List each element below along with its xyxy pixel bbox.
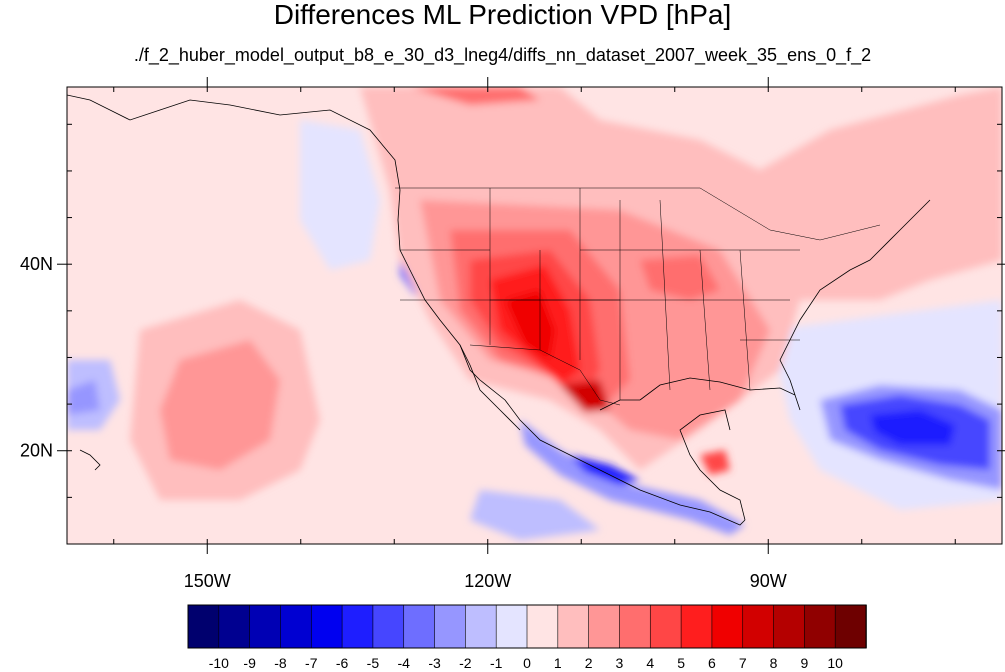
colorbar-label: 6 (708, 655, 716, 671)
field-positive-band (505, 290, 555, 360)
colorbar-frame (187, 604, 867, 649)
colorbar-label: 0 (523, 655, 531, 671)
field-negative-band (470, 490, 600, 540)
colorbar-label: -5 (367, 655, 380, 671)
atlantic-coastline (639, 199, 931, 411)
colorbar-label: -8 (274, 655, 287, 671)
colorbar-swatch (588, 604, 621, 649)
lon-tick-label: 90W (750, 571, 787, 591)
field-positive-band (700, 450, 730, 475)
colorbar-label: -4 (398, 655, 411, 671)
borders (395, 187, 881, 406)
colorbar-swatch (218, 604, 251, 649)
colorbar-swatch (557, 604, 590, 649)
colorbar-swatch (341, 604, 374, 649)
colorbar-swatch (680, 604, 713, 649)
colorbar-swatch (465, 604, 497, 649)
colorbar-swatch (619, 604, 652, 649)
colorbar-label: 1 (554, 655, 562, 671)
colorbar-label: -3 (428, 655, 441, 671)
colorbar-label: 8 (770, 655, 778, 671)
colorbar-swatch (187, 604, 220, 649)
colorbar-label: -9 (243, 655, 256, 671)
field-negative-band (520, 420, 745, 535)
hawaii-coastline (79, 449, 101, 471)
field-positive-band (640, 255, 720, 300)
colorbar-label: 10 (827, 655, 843, 671)
colorbar-swatch (834, 604, 867, 649)
field-negative-band (67, 380, 100, 415)
field-negative-band (570, 455, 640, 485)
lat-tick-label: 20N (20, 441, 53, 461)
colorbar-swatch (773, 604, 806, 649)
colorbar-label: -6 (336, 655, 349, 671)
colorbar-swatch (372, 604, 405, 649)
lat-tick-label: 40N (20, 254, 53, 274)
map-axes: 150W 120W 90W 40N 20N (20, 77, 1005, 591)
colorbar-swatch (649, 604, 682, 649)
us-mexico-border (469, 344, 621, 406)
field-positive-band (560, 380, 610, 412)
state-borders (400, 188, 800, 400)
map-frame (66, 86, 1003, 545)
colorbar-label: 4 (646, 655, 654, 671)
map-title: Differences ML Prediction VPD [hPa] (273, 0, 732, 30)
coastlines (67, 94, 931, 526)
yucatan-coastline (679, 409, 746, 521)
colorbar-label: 7 (739, 655, 747, 671)
colorbar-label: -2 (459, 655, 472, 671)
pacific-coastline (67, 94, 746, 526)
us-canada-border (395, 187, 881, 241)
field-positive-band (160, 340, 280, 470)
colorbar-label: 3 (616, 655, 624, 671)
colorbar-swatch (434, 604, 467, 649)
colorbar-label: 5 (677, 655, 685, 671)
colorbar-label: -7 (305, 655, 318, 671)
colorbar-swatch (249, 604, 282, 649)
colorbar-swatch (526, 604, 559, 649)
colorbar-label: -10 (209, 655, 229, 671)
map-subtitle: ./f_2_huber_model_output_b8_e_30_d3_lneg… (133, 45, 872, 65)
baja-coastline (459, 344, 521, 431)
lon-tick-label: 150W (184, 571, 231, 591)
field-negative-band (300, 120, 380, 270)
field-negative-band (870, 410, 955, 445)
colorbar-swatch (711, 604, 744, 649)
colorbar-swatch (495, 604, 528, 649)
lon-tick-label: 120W (464, 571, 511, 591)
vpd-difference-field (67, 87, 1002, 544)
colorbar-swatch (403, 604, 436, 649)
colorbar-swatch (310, 604, 343, 649)
colorbar-swatch (742, 604, 775, 649)
colorbar: -10 -9 -8 -7 -6 -5 -4 -3 -2 -1 0 1 2 3 4 5 6 7 8 9 10 (187, 604, 867, 671)
colorbar-label: 2 (585, 655, 593, 671)
colorbar-label: 9 (800, 655, 808, 671)
colorbar-swatch (804, 604, 836, 649)
field-positive-band (410, 87, 540, 105)
colorbar-swatch (280, 604, 313, 649)
colorbar-label: -1 (490, 655, 503, 671)
